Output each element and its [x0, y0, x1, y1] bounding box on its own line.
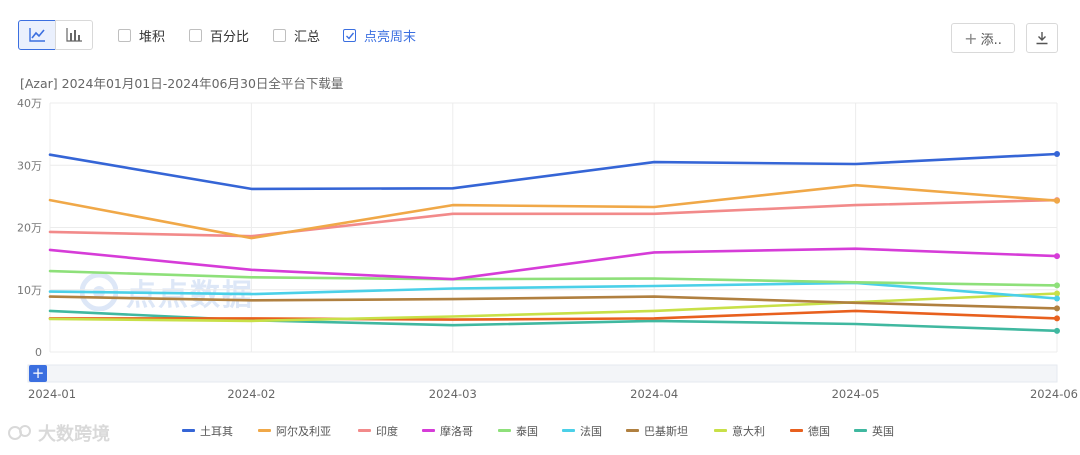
- percent-checkbox[interactable]: [189, 29, 202, 42]
- summary-checkbox[interactable]: [273, 29, 286, 42]
- chart-toolbar: 堆积 百分比 汇总 点亮周末 + 添..: [18, 20, 1063, 53]
- legend-label[interactable]: 意大利: [732, 424, 765, 438]
- download-button[interactable]: [1026, 23, 1058, 53]
- stack-option[interactable]: 堆积: [118, 26, 165, 45]
- series-end-point: [1054, 305, 1060, 312]
- series-end-point: [1054, 197, 1060, 204]
- series-line[interactable]: [48, 309, 1059, 321]
- footer-logo-icon: [8, 425, 31, 440]
- weekend-checkbox[interactable]: [343, 29, 356, 42]
- series-line[interactable]: [48, 247, 1059, 281]
- y-tick-label: 20万: [17, 222, 42, 235]
- x-tick-label: 2024-02: [227, 387, 275, 401]
- legend-swatch: [714, 429, 727, 432]
- legend-label[interactable]: 泰国: [516, 424, 538, 438]
- legend-label[interactable]: 英国: [872, 424, 894, 438]
- check-icon: [345, 32, 354, 40]
- legend-swatch: [498, 429, 511, 432]
- y-tick-label: 10万: [17, 284, 42, 297]
- series-line[interactable]: [48, 183, 1059, 240]
- legend-label[interactable]: 德国: [808, 424, 830, 438]
- weekend-label: 点亮周末: [364, 30, 417, 45]
- footer-watermark: 大数跨境: [8, 420, 110, 446]
- legend-swatch: [258, 429, 271, 432]
- plus-icon: +: [964, 28, 978, 48]
- series-end-point: [1054, 290, 1060, 297]
- legend-label[interactable]: 印度: [376, 424, 398, 438]
- x-tick-label: 2024-04: [630, 387, 678, 401]
- legend-swatch: [182, 429, 195, 432]
- y-tick-label: 40万: [17, 97, 42, 110]
- legend-swatch: [854, 429, 867, 432]
- series-end-point: [1054, 327, 1060, 334]
- legend-label[interactable]: 巴基斯坦: [644, 424, 688, 438]
- stack-label: 堆积: [139, 30, 166, 45]
- range-slider-track[interactable]: [27, 364, 1058, 383]
- series-line[interactable]: [48, 269, 1059, 287]
- range-handle-plus-icon: +: [32, 364, 45, 382]
- chart-type-switch: [18, 20, 93, 50]
- add-button[interactable]: + 添..: [951, 23, 1015, 53]
- series-line[interactable]: [48, 281, 1059, 300]
- series-line[interactable]: [48, 295, 1059, 310]
- legend-label[interactable]: 阿尔及利亚: [276, 425, 331, 438]
- series-end-point: [1054, 253, 1060, 260]
- bar-chart-icon: [66, 28, 82, 42]
- weekend-option[interactable]: 点亮周末: [343, 26, 416, 45]
- series-end-point: [1054, 295, 1060, 302]
- x-tick-label: 2024-01: [28, 387, 76, 401]
- x-tick-label: 2024-03: [429, 387, 477, 401]
- series-line[interactable]: [48, 152, 1059, 191]
- legend-swatch: [422, 429, 435, 432]
- y-tick-label: 0: [35, 346, 42, 359]
- summary-option[interactable]: 汇总: [273, 26, 320, 45]
- series-line[interactable]: [48, 292, 1059, 323]
- percent-label: 百分比: [210, 30, 250, 45]
- legend-label[interactable]: 摩洛哥: [440, 424, 473, 438]
- y-tick-label: 30万: [17, 159, 42, 172]
- chart-title: [Azar] 2024年01月01日-2024年06月30日全平台下载量: [20, 76, 344, 91]
- series-end-point: [1054, 151, 1060, 158]
- download-icon: [1036, 32, 1048, 45]
- percent-option[interactable]: 百分比: [189, 26, 249, 45]
- watermark-text: 点点数据: [126, 278, 254, 313]
- line-chart-icon: [29, 28, 45, 42]
- series-end-point: [1054, 282, 1060, 289]
- bar-chart-button[interactable]: [55, 20, 93, 50]
- legend-swatch: [358, 429, 371, 432]
- legend-swatch: [626, 429, 639, 432]
- range-slider-handle[interactable]: [29, 365, 47, 382]
- add-label: 添..: [980, 32, 1002, 48]
- legend-swatch: [562, 429, 575, 432]
- series-end-point: [1054, 315, 1060, 322]
- x-tick-label: 2024-06: [1030, 387, 1078, 401]
- series-line[interactable]: [48, 198, 1059, 238]
- legend-label[interactable]: 土耳其: [200, 425, 233, 438]
- legend-label[interactable]: 法国: [580, 424, 602, 438]
- x-tick-label: 2024-05: [832, 387, 880, 401]
- footer-watermark-text: 大数跨境: [38, 424, 110, 445]
- summary-label: 汇总: [294, 30, 321, 45]
- line-chart-button[interactable]: [18, 20, 56, 50]
- legend-swatch: [790, 429, 803, 432]
- stack-checkbox[interactable]: [118, 29, 131, 42]
- line-chart: 0 10万 20万 30万 40万 +2024-01 2024-02 2024-03 2024-…: [17, 97, 1078, 438]
